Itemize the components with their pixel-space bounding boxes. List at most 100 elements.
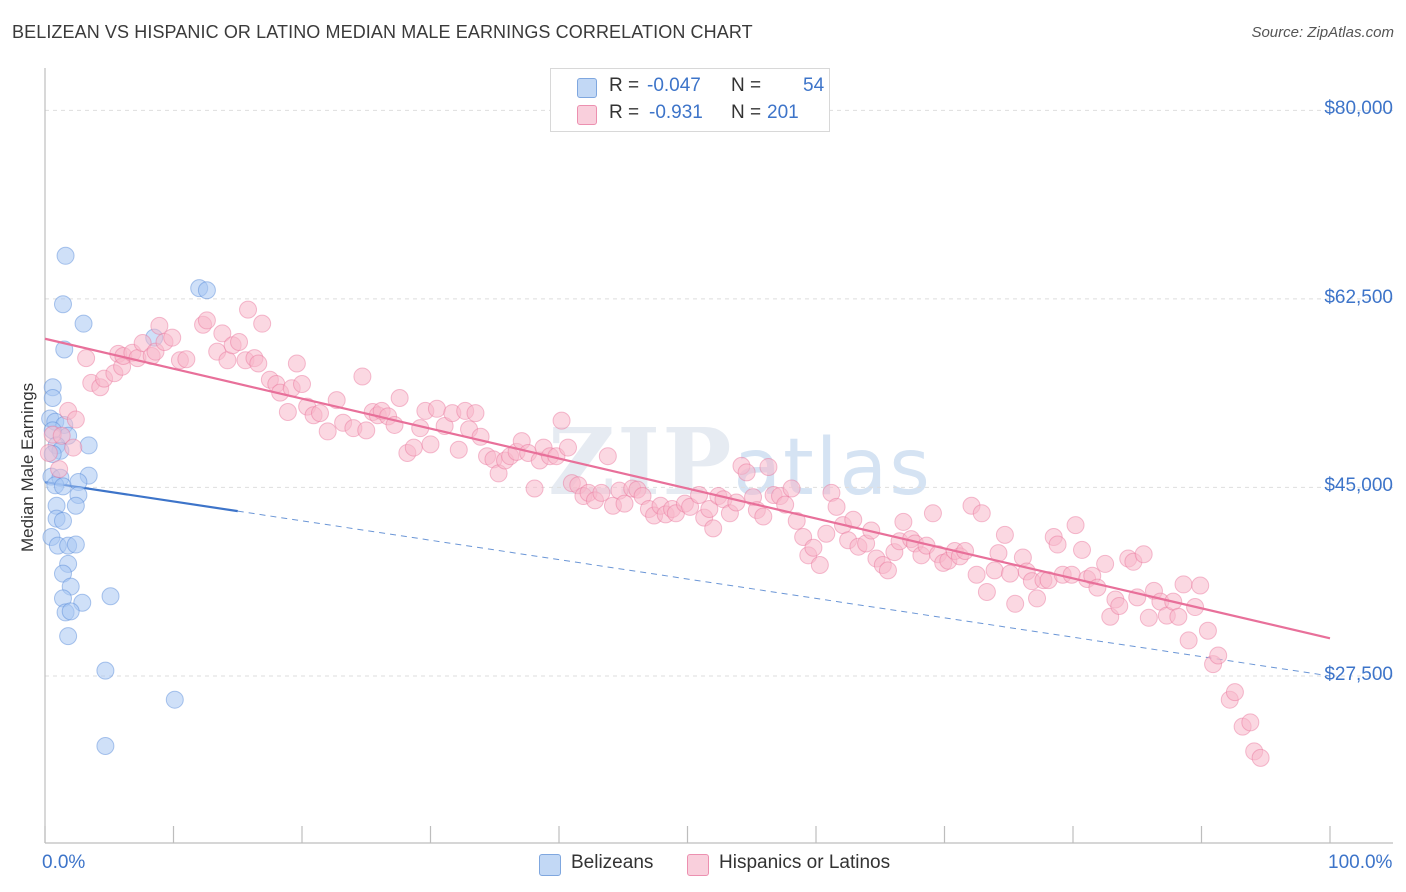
correlation-legend: R = -0.047 N = 54 R = -0.931 N = 201 — [550, 68, 830, 132]
source-label: Source: ZipAtlas.com — [1251, 24, 1394, 41]
legend-n-label: N = — [731, 102, 762, 123]
data-point — [995, 525, 1014, 544]
data-point — [1179, 631, 1198, 650]
data-point — [598, 447, 617, 466]
data-point — [239, 300, 258, 319]
data-point — [213, 324, 232, 343]
bottom-legend-swatch-hispanics — [687, 854, 709, 876]
data-point — [165, 690, 184, 709]
data-point — [59, 627, 78, 646]
data-point — [972, 504, 991, 523]
legend-swatch-hispanics — [577, 105, 597, 125]
legend-n-value: 54 — [803, 75, 825, 96]
data-point — [1001, 564, 1020, 583]
data-point — [390, 389, 409, 408]
y-tick-label: $45,000 — [1324, 475, 1393, 497]
data-point — [293, 375, 311, 393]
data-point — [525, 479, 544, 498]
legend-row-belizeans: R = -0.047 N = 54 — [551, 75, 829, 101]
data-point — [1096, 554, 1115, 573]
data-point — [1062, 565, 1081, 584]
data-point — [43, 389, 62, 408]
data-point — [96, 661, 115, 680]
data-point — [878, 561, 897, 580]
data-point — [50, 460, 69, 479]
legend-n-label: N = — [731, 75, 762, 96]
data-point — [74, 314, 93, 333]
data-point — [449, 440, 468, 459]
x-tick-max: 100.0% — [1328, 852, 1393, 873]
data-point — [592, 483, 611, 502]
legend-r-label: R = — [609, 102, 640, 123]
data-point — [310, 404, 329, 423]
data-point — [73, 593, 92, 612]
data-point — [66, 535, 85, 554]
data-point — [967, 565, 986, 584]
data-point — [727, 493, 746, 512]
data-point — [1028, 589, 1047, 608]
data-point — [53, 295, 72, 314]
data-point — [794, 528, 813, 546]
data-point — [197, 281, 216, 300]
data-point — [1072, 540, 1091, 559]
data-point — [817, 524, 836, 543]
data-point — [357, 421, 376, 440]
data-point — [52, 426, 71, 445]
legend-swatch-belizeans — [577, 78, 597, 98]
y-tick-label: $80,000 — [1324, 98, 1393, 120]
data-point — [1198, 621, 1217, 640]
data-point — [66, 496, 85, 515]
data-point — [197, 311, 216, 330]
data-point — [353, 367, 372, 386]
data-point — [810, 556, 829, 575]
trend-line-hispanics — [44, 337, 1331, 640]
data-point — [318, 422, 337, 441]
data-point — [827, 497, 846, 516]
data-point — [759, 457, 778, 476]
data-point — [218, 351, 237, 370]
bottom-legend-label-hispanics: Hispanics or Latinos — [719, 852, 891, 873]
data-point — [1209, 646, 1228, 665]
data-point — [977, 582, 996, 601]
series-hispanics — [39, 300, 1331, 767]
data-point — [56, 246, 75, 265]
data-point — [64, 438, 83, 457]
chart-title: BELIZEAN VS HISPANIC OR LATINO MEDIAN MA… — [12, 22, 753, 42]
data-point — [1048, 535, 1067, 554]
legend-r-value: -0.047 — [647, 75, 701, 96]
axes — [44, 68, 1393, 844]
data-point — [61, 602, 80, 621]
data-point — [133, 334, 152, 353]
data-point — [96, 737, 115, 756]
data-point — [79, 436, 98, 455]
trend-line-belizeans-dashed — [237, 510, 1331, 677]
data-point — [1006, 594, 1025, 613]
data-point — [253, 314, 272, 333]
data-point — [287, 354, 306, 373]
data-point — [1134, 545, 1153, 564]
data-point — [77, 349, 96, 368]
data-point — [985, 561, 1004, 580]
data-point — [421, 435, 440, 454]
data-point — [894, 512, 913, 531]
data-point — [1066, 516, 1085, 535]
data-point — [1241, 713, 1260, 732]
y-tick-label: $27,500 — [1324, 663, 1393, 685]
data-point — [163, 328, 182, 347]
data-point — [923, 504, 942, 523]
data-point — [754, 507, 773, 526]
x-tick-min: 0.0% — [42, 852, 86, 873]
series-belizeans — [41, 246, 216, 756]
data-point — [681, 497, 700, 516]
data-point — [787, 511, 806, 530]
data-point — [1139, 608, 1158, 627]
y-tick-label: $62,500 — [1324, 286, 1393, 308]
data-point — [776, 495, 795, 514]
data-point — [150, 316, 169, 335]
gridlines — [45, 109, 1393, 677]
data-point — [1110, 596, 1129, 615]
data-point — [249, 354, 268, 373]
data-point — [1169, 607, 1188, 626]
data-point — [53, 477, 72, 496]
